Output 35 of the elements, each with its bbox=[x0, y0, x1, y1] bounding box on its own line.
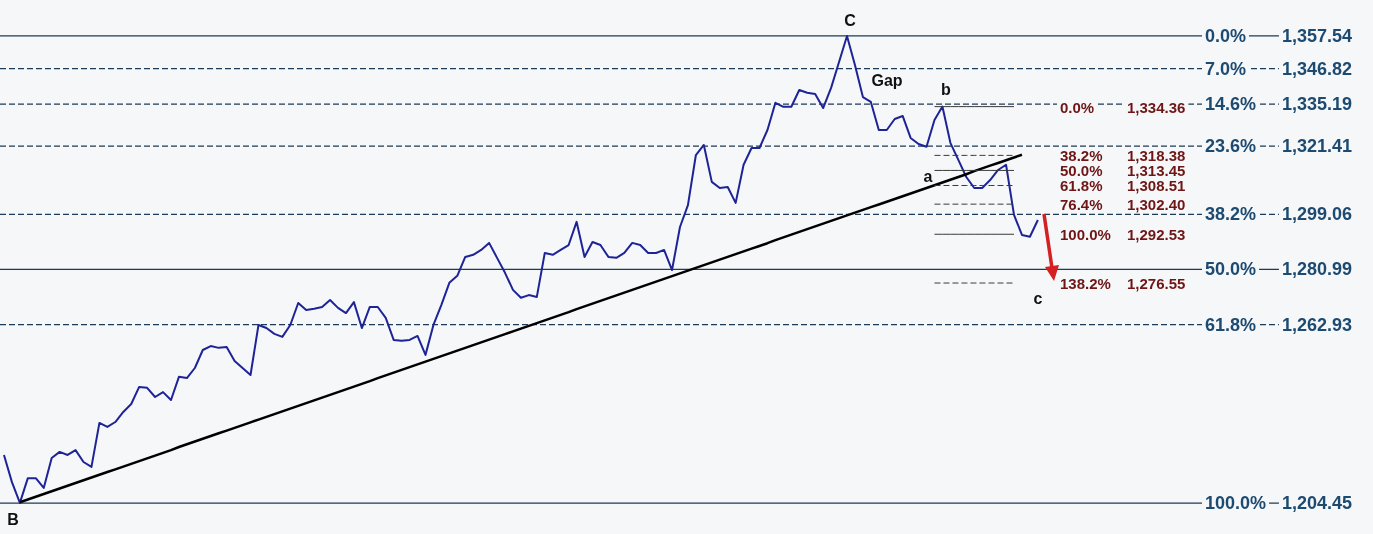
text: 50.0% bbox=[1060, 161, 1103, 179]
text: 76.4% bbox=[1060, 195, 1103, 213]
y2-tick-label: 23.6% bbox=[1205, 136, 1257, 157]
y2-tick-label: 38.2% bbox=[1205, 204, 1257, 225]
y3-tick-label: 1,302.40 bbox=[1127, 195, 1186, 213]
y-tick-label: 1,321.41 bbox=[1281, 136, 1352, 157]
y-tick-label: 1,357.54 bbox=[1281, 25, 1352, 46]
y-tick-label: 1,335.19 bbox=[1281, 94, 1352, 115]
annotation: a bbox=[923, 167, 933, 185]
y2-tick-label: 50.0% bbox=[1205, 259, 1257, 280]
y-tick-label: 1,280.99 bbox=[1281, 259, 1352, 280]
y3-tick-label: 1,276.55 bbox=[1127, 274, 1186, 292]
text: 138.2% bbox=[1060, 274, 1111, 292]
y-tick-label: 1,299.06 bbox=[1281, 204, 1352, 225]
text: 0.0% bbox=[1060, 98, 1095, 116]
annotation: b bbox=[941, 80, 952, 98]
y-tick-label: 1,262.93 bbox=[1281, 314, 1352, 335]
text: 100.0% bbox=[1060, 225, 1111, 243]
text: 61.8% bbox=[1060, 177, 1103, 194]
y3-tick-label: 1,292.53 bbox=[1127, 225, 1186, 243]
y-tick-label: 1,346.82 bbox=[1281, 58, 1352, 79]
line-series bbox=[18, 153, 1024, 504]
text: 38.2% bbox=[1060, 146, 1103, 164]
y2-tick-label: 14.6% bbox=[1205, 94, 1257, 115]
annotation: Gap bbox=[871, 71, 903, 89]
y2-tick-label: 100.0% bbox=[1205, 493, 1267, 514]
annotation: C bbox=[844, 11, 857, 29]
annotation: B bbox=[7, 510, 19, 528]
y3-tick-label: 1,334.36 bbox=[1127, 98, 1186, 116]
y3-tick-label: 1,318.38 bbox=[1127, 146, 1186, 164]
annotation: c bbox=[1033, 289, 1043, 307]
y2-tick-label: 0.0% bbox=[1205, 25, 1247, 46]
y2-tick-label: 61.8% bbox=[1205, 314, 1257, 335]
y-tick-label: 1,204.45 bbox=[1281, 493, 1352, 514]
y2-tick-label: 7.0% bbox=[1205, 58, 1247, 79]
